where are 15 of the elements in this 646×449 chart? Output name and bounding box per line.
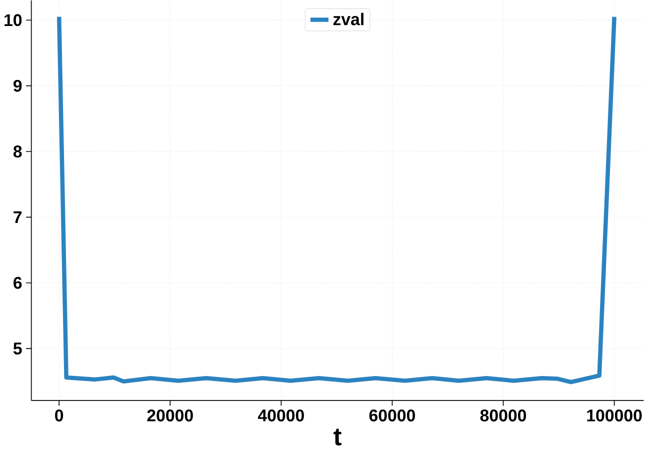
x-tick-label: 60000	[369, 410, 415, 422]
x-tick-label: 80000	[480, 410, 526, 422]
y-tick-label: 7	[14, 211, 22, 224]
x-tick-label: 100000	[587, 410, 642, 422]
y-tick-label: 6	[14, 276, 22, 289]
y-tick-label: 5	[13, 342, 22, 354]
x-tick-label: 40000	[258, 410, 304, 422]
legend-label: zval	[333, 12, 364, 26]
y-tick-label: 9	[13, 80, 22, 92]
y-tick-label: 10	[4, 14, 22, 26]
x-tick-label: 20000	[147, 410, 193, 422]
y-tick-label: 8	[13, 146, 22, 158]
x-tick-label: 0	[55, 410, 64, 422]
x-axis-title: t	[334, 428, 342, 446]
line-series	[56, 14, 616, 384]
